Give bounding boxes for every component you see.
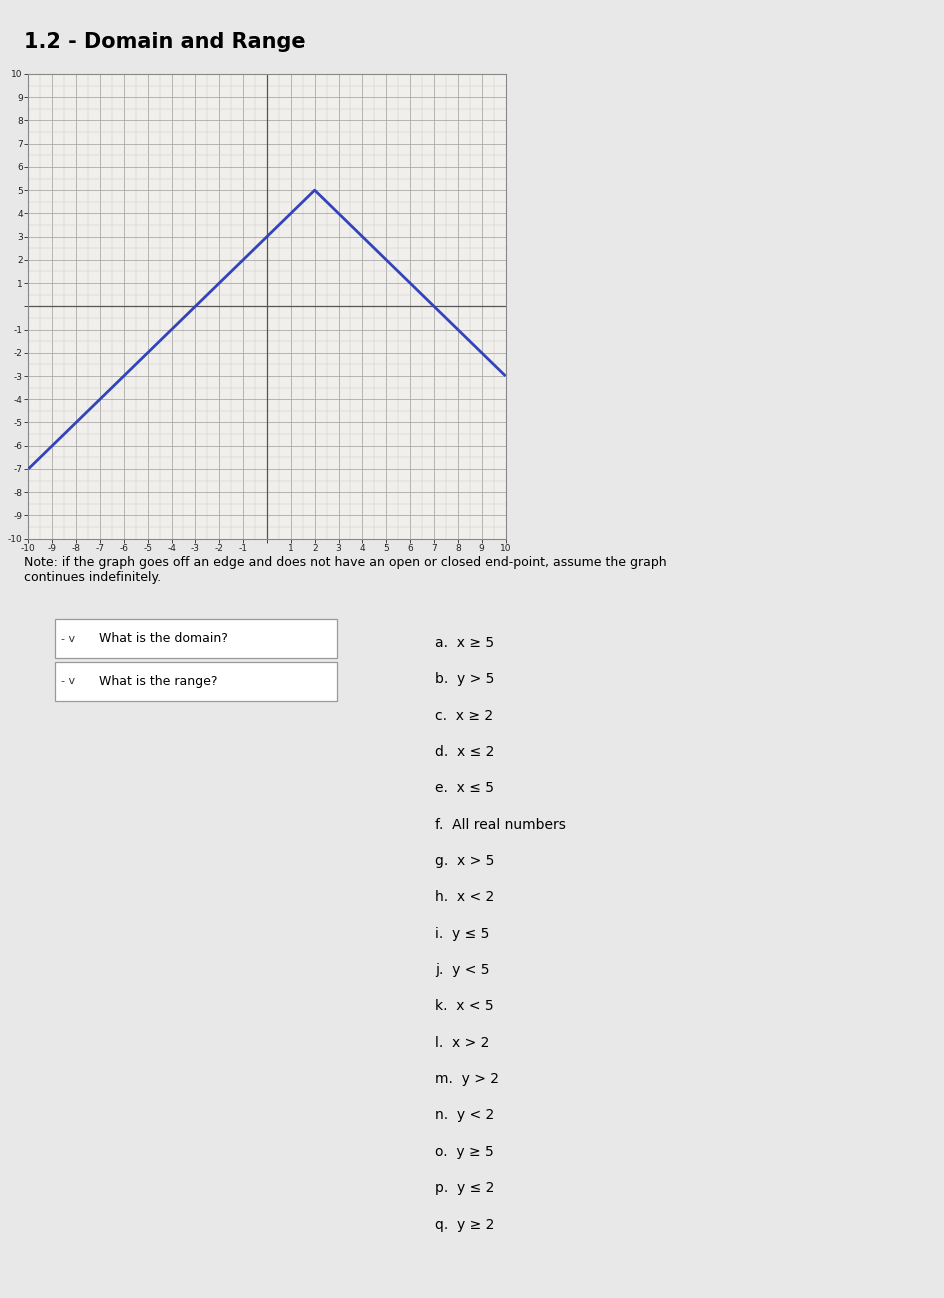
Text: 1.2 - Domain and Range: 1.2 - Domain and Range: [24, 32, 305, 52]
Text: l.  x > 2: l. x > 2: [434, 1036, 489, 1050]
Text: f.  All real numbers: f. All real numbers: [434, 818, 565, 832]
Text: k.  x < 5: k. x < 5: [434, 999, 493, 1014]
Text: j.  y < 5: j. y < 5: [434, 963, 489, 977]
Text: o.  y ≥ 5: o. y ≥ 5: [434, 1145, 493, 1159]
Text: - v: - v: [61, 633, 76, 644]
Text: b.  y > 5: b. y > 5: [434, 672, 494, 687]
Text: What is the range?: What is the range?: [99, 675, 217, 688]
Text: Note: if the graph goes off an edge and does not have an open or closed end-poin: Note: if the graph goes off an edge and …: [24, 556, 666, 584]
Text: - v: - v: [61, 676, 76, 687]
Text: m.  y > 2: m. y > 2: [434, 1072, 498, 1086]
Text: i.  y ≤ 5: i. y ≤ 5: [434, 927, 489, 941]
Text: d.  x ≤ 2: d. x ≤ 2: [434, 745, 494, 759]
Text: q.  y ≥ 2: q. y ≥ 2: [434, 1218, 494, 1232]
Text: What is the domain?: What is the domain?: [99, 632, 228, 645]
Text: c.  x ≥ 2: c. x ≥ 2: [434, 709, 493, 723]
Text: n.  y < 2: n. y < 2: [434, 1108, 494, 1123]
Text: h.  x < 2: h. x < 2: [434, 890, 494, 905]
Text: g.  x > 5: g. x > 5: [434, 854, 494, 868]
Text: e.  x ≤ 5: e. x ≤ 5: [434, 781, 493, 796]
Text: p.  y ≤ 2: p. y ≤ 2: [434, 1181, 494, 1195]
Text: a.  x ≥ 5: a. x ≥ 5: [434, 636, 494, 650]
